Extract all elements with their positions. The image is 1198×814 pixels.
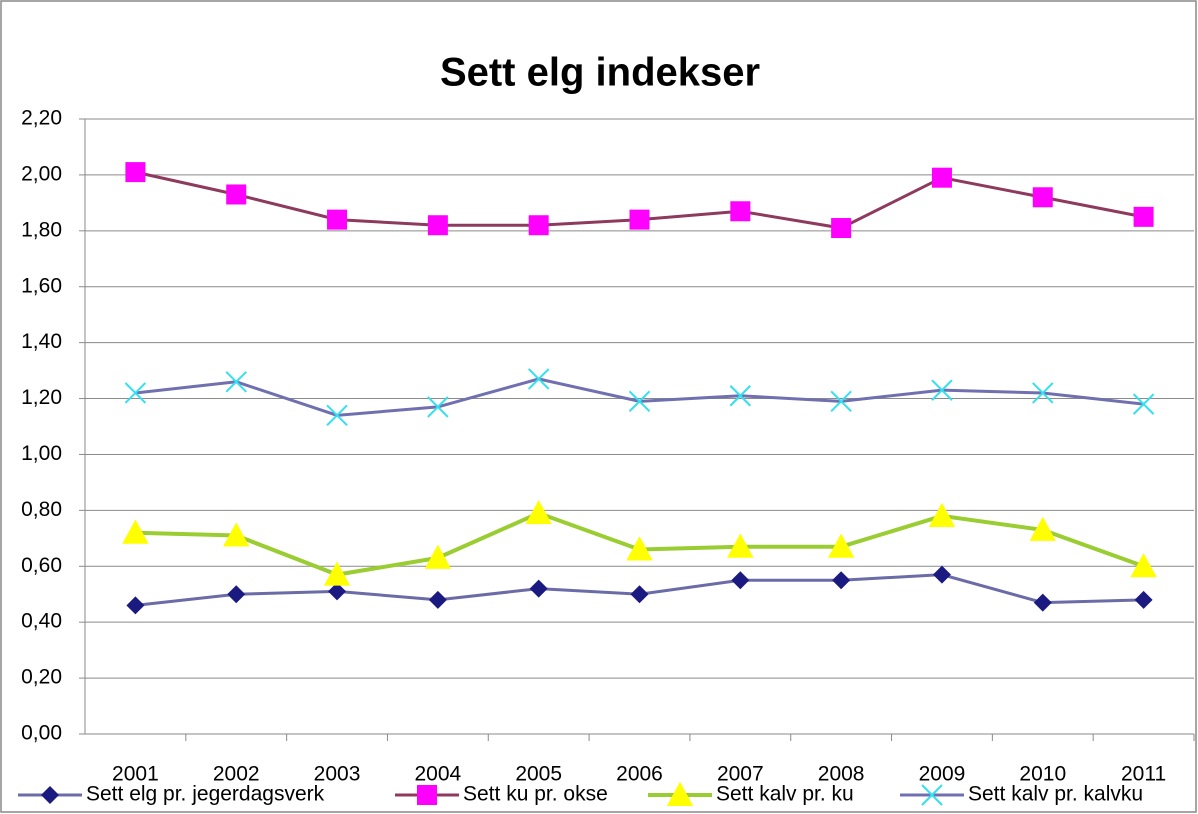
data-point — [424, 544, 452, 569]
data-point — [730, 201, 751, 222]
data-point — [1130, 553, 1157, 578]
legend-marker — [921, 784, 943, 806]
y-tick-label: 1,20 — [21, 386, 62, 409]
data-point — [326, 404, 348, 427]
x-tick-label: 2002 — [213, 763, 260, 786]
data-point — [1134, 590, 1153, 609]
data-point — [1029, 516, 1056, 541]
data-point — [122, 519, 149, 544]
data-point — [931, 167, 952, 188]
data-point — [527, 368, 550, 390]
data-point — [831, 218, 852, 239]
y-tick-label: 0,00 — [21, 722, 62, 745]
x-tick-label: 2007 — [717, 763, 764, 786]
data-point — [932, 565, 951, 584]
data-point — [528, 215, 549, 236]
y-tick-label: 0,20 — [21, 666, 62, 689]
data-point — [628, 390, 651, 413]
data-point — [731, 571, 750, 590]
data-point — [630, 585, 649, 604]
y-tick-label: 1,00 — [21, 442, 62, 465]
data-point — [525, 499, 552, 525]
x-tick-label: 2005 — [515, 763, 562, 786]
x-tick-label: 2001 — [112, 763, 159, 786]
data-point — [928, 502, 956, 527]
data-point — [529, 579, 548, 598]
data-point — [327, 209, 348, 230]
x-tick-label: 2008 — [818, 763, 865, 786]
data-point — [1032, 382, 1054, 404]
data-point — [729, 385, 752, 407]
legend-label: Sett kalv pr. kalvku — [968, 783, 1143, 806]
data-point — [223, 522, 250, 547]
legend-marker — [666, 781, 694, 806]
data-point — [225, 371, 247, 393]
data-point — [226, 184, 247, 205]
y-tick-label: 1,40 — [21, 330, 62, 353]
data-point — [727, 533, 754, 558]
data-point — [323, 561, 351, 586]
legend-label: Sett kalv pr. ku — [716, 783, 854, 806]
legend-label: Sett elg pr. jegerdagsverk — [86, 783, 325, 806]
x-tick-label: 2010 — [1019, 763, 1066, 786]
data-point — [931, 379, 953, 401]
data-point — [1133, 206, 1154, 227]
data-point — [1033, 593, 1052, 612]
y-tick-label: 0,80 — [21, 498, 62, 521]
data-point — [827, 533, 855, 558]
x-tick-label: 2011 — [1121, 763, 1166, 786]
data-point — [125, 162, 146, 183]
y-tick-label: 1,60 — [21, 274, 62, 297]
data-point — [126, 596, 145, 615]
data-point — [832, 571, 851, 590]
data-point — [1032, 187, 1053, 208]
data-point — [427, 396, 449, 418]
x-tick-label: 2004 — [415, 763, 462, 786]
data-point — [124, 382, 147, 404]
y-tick-label: 0,60 — [21, 554, 62, 577]
data-point — [629, 209, 650, 230]
legend-label: Sett ku pr. okse — [463, 783, 608, 806]
y-tick-label: 0,40 — [21, 610, 62, 633]
x-tick-label: 2006 — [616, 763, 663, 786]
data-point — [626, 536, 653, 561]
legend-marker — [41, 786, 59, 804]
data-point — [328, 582, 347, 601]
data-point — [428, 590, 447, 609]
y-tick-label: 1,80 — [21, 218, 62, 241]
y-tick-label: 2,20 — [21, 107, 62, 130]
x-tick-label: 2009 — [919, 763, 966, 786]
chart-title: Sett elg indekser — [440, 51, 760, 95]
data-point — [1132, 393, 1155, 415]
legend-marker — [417, 785, 437, 805]
data-point — [427, 215, 448, 236]
data-point — [830, 390, 852, 413]
y-tick-label: 2,00 — [21, 162, 62, 185]
data-point — [227, 585, 246, 604]
x-tick-label: 2003 — [314, 763, 361, 786]
